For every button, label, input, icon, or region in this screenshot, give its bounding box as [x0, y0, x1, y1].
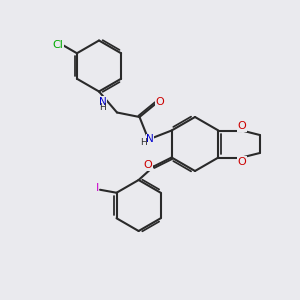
Text: Cl: Cl [53, 40, 64, 50]
Text: H: H [99, 103, 106, 112]
Text: O: O [143, 160, 152, 170]
Text: O: O [155, 97, 164, 107]
Text: I: I [95, 183, 99, 193]
Text: H: H [140, 138, 146, 147]
Text: O: O [237, 121, 246, 131]
Text: N: N [146, 134, 154, 145]
Text: O: O [237, 157, 246, 167]
Text: N: N [99, 97, 106, 107]
